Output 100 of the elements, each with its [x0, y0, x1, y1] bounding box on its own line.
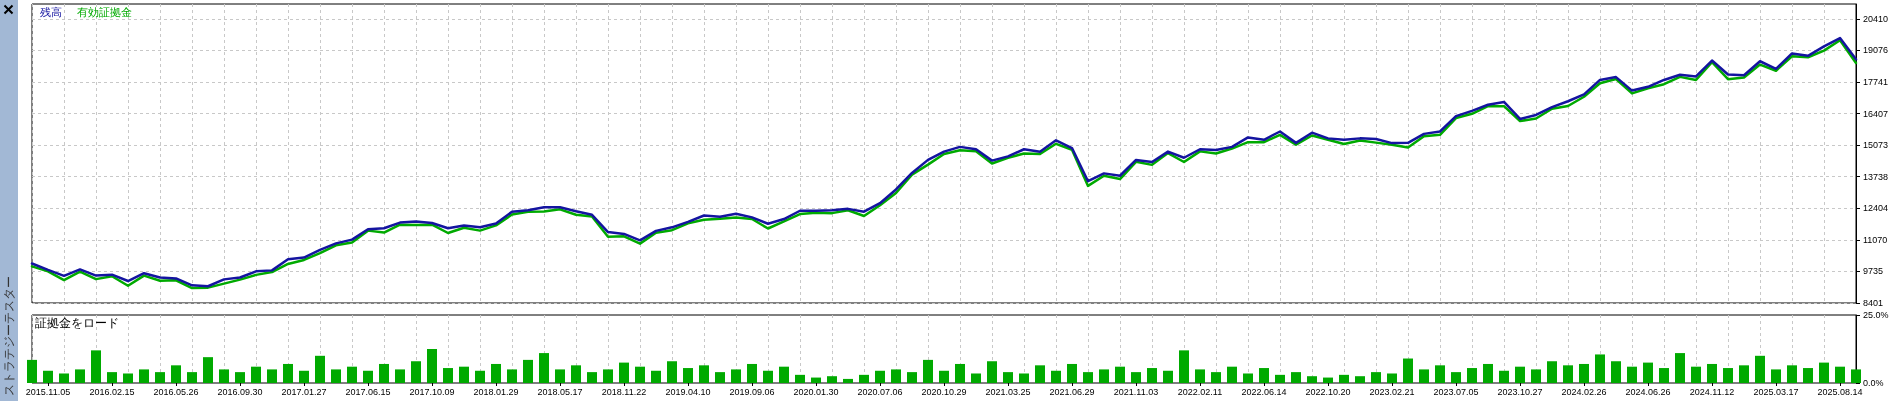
bar — [299, 370, 309, 383]
bar — [1723, 368, 1733, 383]
bar — [939, 370, 949, 383]
x-tick-label: 2022.02.11 — [1177, 386, 1223, 397]
bar — [1659, 368, 1669, 383]
bar — [379, 363, 389, 383]
x-tick-label: 2017.01.27 — [281, 386, 327, 397]
bar — [1419, 369, 1429, 383]
bar — [427, 349, 437, 383]
x-tick-label: 2016.02.15 — [89, 386, 135, 397]
y-tick-label: 13738 — [1863, 171, 1889, 182]
bar — [763, 370, 773, 383]
x-tick-label: 2017.10.09 — [409, 386, 455, 397]
bar — [971, 373, 981, 383]
bar — [1771, 369, 1781, 383]
x-tick-label: 2021.11.03 — [1113, 386, 1159, 397]
x-tick-label: 2017.06.15 — [345, 386, 391, 397]
x-tick-label: 2016.05.26 — [153, 386, 199, 397]
x-tick-label: 2025.08.14 — [1817, 386, 1863, 397]
x-tick-label: 2023.10.27 — [1497, 386, 1543, 397]
x-tick-label: 2018.01.29 — [473, 386, 519, 397]
x-tick-label: 2022.10.20 — [1305, 386, 1351, 397]
y-tick-label: 19076 — [1863, 45, 1889, 56]
bar — [683, 368, 693, 383]
bar — [1803, 368, 1813, 383]
bar — [635, 366, 645, 383]
bar — [1691, 366, 1701, 383]
y-tick-label: 12404 — [1863, 203, 1889, 214]
bar — [1147, 368, 1157, 383]
bar — [1243, 373, 1253, 383]
text: 残高 — [40, 6, 62, 19]
x-tick-label: 2023.02.21 — [1369, 386, 1415, 397]
bar — [1051, 370, 1061, 383]
bar — [1707, 363, 1717, 383]
bar — [1755, 355, 1765, 383]
bar — [1835, 366, 1845, 383]
x-tick-label: 2024.11.12 — [1689, 386, 1735, 397]
x-tick-label: 2019.04.10 — [665, 386, 711, 397]
bar — [1083, 372, 1093, 383]
y-tick-label: 16407 — [1863, 108, 1889, 119]
bar — [459, 366, 469, 383]
text: ストラテジーテスター — [1, 276, 16, 396]
y-tick-label: 0.0% — [1863, 378, 1884, 388]
bar — [1163, 370, 1173, 383]
bar — [587, 372, 597, 383]
x-tick-label: 2025.03.17 — [1753, 386, 1799, 397]
bar — [411, 361, 421, 383]
bar — [203, 357, 213, 383]
bar — [139, 369, 149, 383]
bar — [1339, 374, 1349, 383]
x-tick-label: 2021.06.29 — [1049, 386, 1095, 397]
bar — [395, 369, 405, 383]
bar — [443, 368, 453, 383]
x-tick-label: 2018.11.22 — [601, 386, 647, 397]
bar — [123, 373, 133, 383]
bar — [251, 366, 261, 383]
bar — [907, 372, 917, 383]
bar — [1131, 372, 1141, 383]
bar — [1595, 354, 1605, 383]
bar — [1019, 373, 1029, 383]
bar — [811, 377, 821, 383]
bar — [1403, 358, 1413, 383]
bar — [1451, 372, 1461, 383]
bar — [475, 370, 485, 383]
bar — [1627, 366, 1637, 383]
bar — [731, 369, 741, 383]
bar — [891, 369, 901, 383]
bar — [363, 370, 373, 383]
bar — [795, 374, 805, 383]
bar — [59, 373, 69, 383]
bar — [43, 370, 53, 383]
bar — [1371, 372, 1381, 383]
bar — [1467, 368, 1477, 383]
bar — [267, 369, 277, 383]
bar — [347, 366, 357, 383]
bar — [1099, 369, 1109, 383]
bar — [1035, 365, 1045, 383]
bar — [1483, 363, 1493, 383]
x-tick-label: 2020.10.29 — [921, 386, 967, 397]
y-tick-label: 15073 — [1863, 140, 1889, 151]
bar — [1259, 368, 1269, 383]
bar — [523, 359, 533, 383]
bar — [187, 372, 197, 383]
x-tick-label: 2020.07.06 — [857, 386, 903, 397]
bar — [1115, 366, 1125, 383]
bar — [699, 365, 709, 383]
bar — [1739, 365, 1749, 383]
bar — [91, 350, 101, 383]
bar — [1675, 353, 1685, 383]
bar — [827, 376, 837, 383]
bar — [955, 363, 965, 383]
bar — [1547, 361, 1557, 383]
bar — [843, 378, 853, 383]
bar — [171, 365, 181, 383]
bar — [1499, 370, 1509, 383]
x-tick-label: 2016.09.30 — [217, 386, 263, 397]
bar — [715, 372, 725, 383]
bar — [1387, 373, 1397, 383]
x-tick-label: 2024.02.26 — [1561, 386, 1607, 397]
bar — [603, 369, 613, 383]
